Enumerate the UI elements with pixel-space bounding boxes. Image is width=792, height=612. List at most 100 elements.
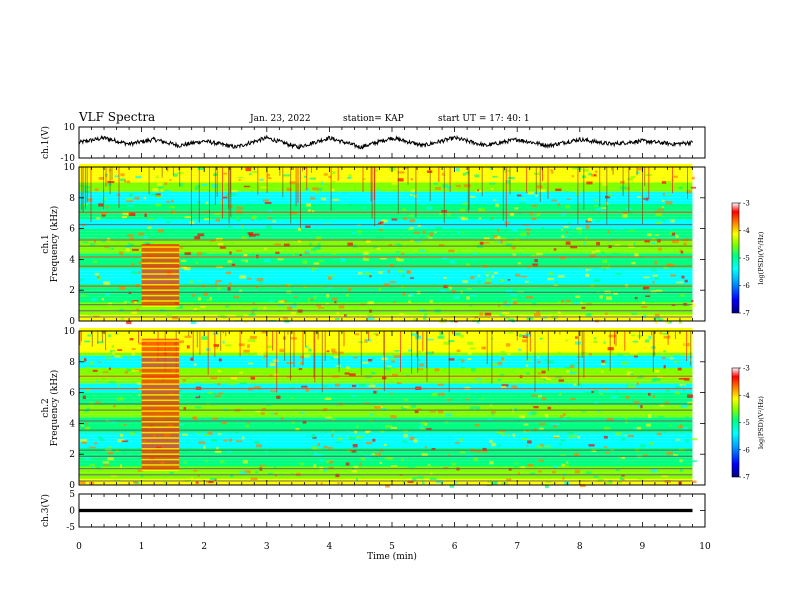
spectrogram-speckle xyxy=(378,228,383,232)
spectrogram-speckle xyxy=(537,372,542,375)
spectrogram-speckle xyxy=(259,465,266,467)
spectrogram-speckle xyxy=(227,260,233,264)
spectrogram-speckle xyxy=(547,430,550,433)
spectrogram-speckle xyxy=(108,248,112,250)
spectrogram-speckle xyxy=(420,421,426,425)
spectrogram-speckle xyxy=(119,308,124,312)
spectrogram-speckle xyxy=(380,221,384,224)
spectrogram-speckle xyxy=(462,280,468,283)
sferic-streak xyxy=(207,331,209,375)
colorbar-tick-label: -3 xyxy=(743,365,750,373)
spectrogram-speckle xyxy=(365,256,373,259)
sferic-streak xyxy=(624,331,626,351)
spectrogram-speckle xyxy=(224,232,231,235)
spectrogram-speckle xyxy=(395,412,400,416)
spectrogram-speckle xyxy=(467,341,474,345)
spectrogram-speckle xyxy=(408,300,411,303)
sferic-streak xyxy=(690,331,692,366)
spectrogram-speckle xyxy=(448,286,452,290)
sferic-streak xyxy=(417,331,419,338)
spectrogram-speckle xyxy=(558,379,565,382)
spectrogram-speckle xyxy=(119,251,124,255)
spectrogram-speckle xyxy=(132,248,139,251)
sferic-streak xyxy=(509,167,511,195)
spectrogram-speckle xyxy=(590,247,597,250)
sferic-streak xyxy=(612,167,614,175)
spectrogram-speckle xyxy=(143,196,147,200)
spectrogram-speckle xyxy=(592,389,599,393)
spectrogram-band xyxy=(79,451,693,455)
spectrogram-speckle xyxy=(331,434,334,437)
spectrogram-speckle xyxy=(501,312,509,314)
spectrogram-speckle xyxy=(484,312,492,316)
spectrogram-band xyxy=(79,398,693,402)
spectrogram-speckle xyxy=(593,199,600,201)
spectrogram-speckle xyxy=(177,394,182,397)
spectrogram-speckle xyxy=(393,355,401,358)
spectrogram-speckle xyxy=(384,367,391,370)
spectrogram-speckle xyxy=(212,332,219,335)
spectrogram-speckle xyxy=(292,252,295,256)
spectrogram-speckle xyxy=(469,406,474,410)
spectrogram-speckle xyxy=(560,212,566,216)
spectrogram-speckle xyxy=(665,355,671,358)
sferic-streak xyxy=(91,331,93,347)
spectrogram-speckle xyxy=(566,370,571,373)
spectrogram-speckle xyxy=(446,438,452,441)
spectrogram-speckle xyxy=(439,332,444,336)
spectrogram-speckle xyxy=(442,184,449,188)
spectrogram-speckle xyxy=(504,316,510,320)
spectrogram-speckle xyxy=(463,184,471,188)
spectrogram-speckle xyxy=(402,217,408,221)
spectrogram-speckle xyxy=(246,277,252,280)
spectrogram-speckle xyxy=(417,368,424,371)
sferic-streak xyxy=(443,167,445,224)
x-tick-label: 5 xyxy=(389,542,395,552)
spectrogram-speckle xyxy=(579,263,583,265)
spectrogram-speckle xyxy=(215,218,221,222)
spectrogram-speckle xyxy=(473,252,477,255)
sferic-streak xyxy=(599,167,601,207)
spectrogram-speckle xyxy=(216,383,221,386)
sferic-streak xyxy=(86,167,88,203)
spectrogram-speckle xyxy=(487,480,494,483)
sferic-streak xyxy=(648,167,650,200)
spectrogram-speckle xyxy=(489,167,493,170)
x-tick-label: 10 xyxy=(699,542,711,552)
spectrogram-speckle xyxy=(543,378,547,381)
spectrogram-speckle xyxy=(560,439,565,442)
spectrogram-speckle xyxy=(90,242,95,246)
spectrogram-speckle xyxy=(543,317,548,319)
spectrogram-speckle xyxy=(628,434,635,438)
spectrogram-speckle xyxy=(385,425,392,429)
spectrogram-speckle xyxy=(483,242,490,244)
ch3-waveform-panel xyxy=(79,508,693,513)
spectrogram-speckle xyxy=(607,230,610,234)
event-harmonic xyxy=(141,431,180,434)
spectrogram-speckle xyxy=(301,385,308,388)
spectrogram-speckle xyxy=(208,391,213,394)
narrowband-line xyxy=(79,239,693,241)
spectrogram-speckle xyxy=(166,221,171,223)
spectrogram-speckle xyxy=(194,311,199,315)
spectrogram-speckle xyxy=(482,397,485,400)
spectrogram-speckle xyxy=(615,390,618,393)
spectrogram-speckle xyxy=(293,296,298,298)
colorbar-tick-label: -5 xyxy=(743,255,750,263)
spectrogram-speckle xyxy=(256,278,264,281)
spectrogram-speckle xyxy=(497,444,501,447)
spectrogram-speckle xyxy=(156,183,163,187)
spectrogram-speckle xyxy=(603,388,608,391)
spectrogram-speckle xyxy=(135,175,142,179)
y-tick-label: 5 xyxy=(69,490,75,500)
spectrogram-speckle xyxy=(597,410,600,413)
spectrogram-speckle xyxy=(533,313,541,317)
spectrogram-speckle xyxy=(667,320,672,324)
spectrogram-speckle xyxy=(515,273,521,277)
spectrogram-band xyxy=(79,167,693,171)
spectrogram-speckle xyxy=(555,281,558,284)
spectrogram-speckle xyxy=(553,284,558,287)
spectrogram-speckle xyxy=(458,230,461,235)
spectrogram-speckle xyxy=(656,432,662,436)
spectrogram-speckle xyxy=(422,372,427,375)
